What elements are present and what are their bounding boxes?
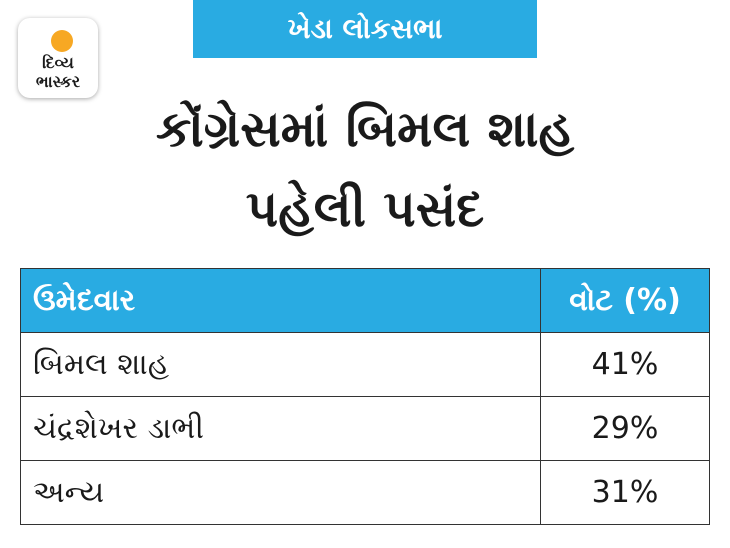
vote-share: 31%	[540, 460, 710, 525]
logo-sun	[51, 30, 73, 52]
logo-text: ભાસ્કર	[35, 72, 81, 91]
candidate-name: ચંદ્રશેખર ડાભી	[20, 396, 541, 461]
vote-share: 29%	[540, 396, 710, 461]
table-body: બિમલ શાહ 41% ચંદ્રશેખર ડાભી 29% અન્ય 31%	[20, 332, 710, 525]
logo-text: દિવ્ય	[42, 53, 74, 72]
table-row: અન્ય 31%	[20, 460, 710, 525]
candidate-name: બિમલ શાહ	[20, 332, 541, 397]
tag: ખેડા લોકસભા	[193, 0, 537, 58]
title: પહેલી પસંદ	[245, 180, 485, 238]
table-row: બિમલ શાહ 41%	[20, 332, 710, 397]
logo: દિવ્ય ભાસ્કર	[18, 18, 98, 98]
table-row: ચંદ્રશેખર ડાભી 29%	[20, 396, 710, 461]
results-table: ઉમેદવાર વોટ (%) બિમલ શાહ 41% ચંદ્રશેખર ડાભ…	[20, 268, 710, 525]
vote-share: 41%	[540, 332, 710, 397]
header-row: ઉમેદવાર વોટ (%)	[20, 268, 710, 333]
column-header: વોટ (%)	[540, 268, 710, 333]
column-header: ઉમેદવાર	[20, 268, 541, 333]
title: કોંગ્રેસમાં બિમલ શાહ	[155, 100, 575, 158]
candidate-name: અન્ય	[20, 460, 541, 525]
